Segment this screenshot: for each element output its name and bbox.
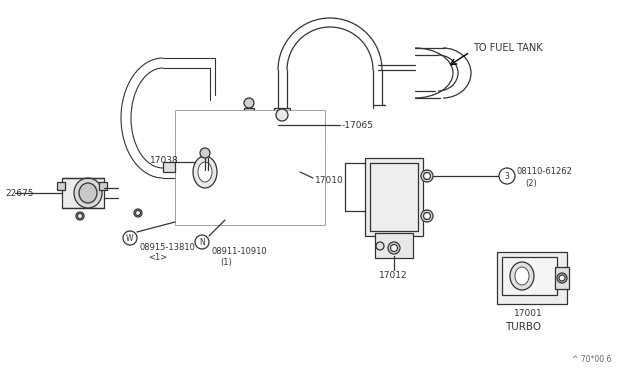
- Bar: [502, 257, 557, 295]
- Text: (2): (2): [525, 179, 537, 187]
- Text: W: W: [126, 234, 134, 243]
- Text: -17065: -17065: [342, 121, 374, 129]
- Circle shape: [244, 98, 254, 108]
- Circle shape: [559, 275, 565, 281]
- Bar: [365, 158, 423, 236]
- Circle shape: [200, 148, 210, 158]
- Ellipse shape: [287, 128, 323, 186]
- Circle shape: [424, 212, 431, 219]
- Bar: [497, 252, 567, 304]
- Text: 3: 3: [504, 171, 509, 180]
- Bar: [274, 108, 290, 122]
- Ellipse shape: [226, 131, 278, 183]
- Bar: [175, 110, 325, 225]
- Text: 17001: 17001: [514, 310, 543, 318]
- Ellipse shape: [193, 156, 217, 188]
- Circle shape: [195, 235, 209, 249]
- Circle shape: [376, 242, 384, 250]
- Circle shape: [499, 168, 515, 184]
- Text: 17038: 17038: [150, 155, 179, 164]
- Ellipse shape: [233, 137, 271, 177]
- Circle shape: [77, 214, 83, 218]
- Text: N: N: [199, 237, 205, 247]
- Bar: [163, 162, 175, 172]
- Text: ^ 70*00 6: ^ 70*00 6: [572, 356, 611, 365]
- Bar: [200, 128, 305, 186]
- Text: 08911-10910: 08911-10910: [212, 247, 268, 257]
- Text: TURBO: TURBO: [505, 322, 541, 332]
- Bar: [375, 233, 413, 258]
- Text: TO FUEL TANK: TO FUEL TANK: [473, 43, 543, 53]
- Ellipse shape: [510, 262, 534, 290]
- Circle shape: [134, 209, 142, 217]
- Text: 08915-13810: 08915-13810: [140, 244, 196, 253]
- Bar: [99, 182, 107, 190]
- Circle shape: [123, 231, 137, 245]
- Bar: [175, 110, 325, 225]
- Circle shape: [421, 210, 433, 222]
- Bar: [57, 182, 65, 190]
- Bar: [555, 267, 569, 289]
- Ellipse shape: [79, 183, 97, 203]
- Circle shape: [557, 273, 567, 283]
- Bar: [244, 108, 254, 118]
- Bar: [62, 178, 104, 208]
- Text: 08110-61262: 08110-61262: [517, 167, 573, 176]
- Text: 17012: 17012: [379, 272, 408, 280]
- Ellipse shape: [182, 128, 218, 186]
- Circle shape: [76, 212, 84, 220]
- Text: 22675: 22675: [5, 189, 33, 198]
- Text: 17010: 17010: [315, 176, 344, 185]
- Circle shape: [390, 244, 397, 251]
- Circle shape: [421, 170, 433, 182]
- Circle shape: [276, 109, 288, 121]
- Text: <1>: <1>: [148, 253, 167, 263]
- Circle shape: [424, 173, 431, 180]
- Text: (1): (1): [220, 257, 232, 266]
- Ellipse shape: [74, 178, 102, 208]
- Ellipse shape: [198, 162, 212, 182]
- Ellipse shape: [515, 267, 529, 285]
- Circle shape: [388, 242, 400, 254]
- Circle shape: [136, 211, 141, 215]
